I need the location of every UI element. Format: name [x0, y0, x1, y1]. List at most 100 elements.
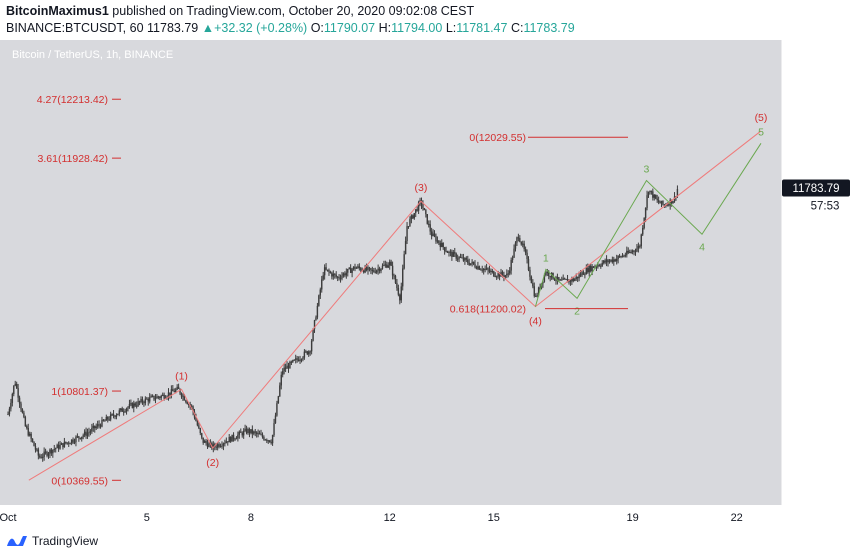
- candle-body: [380, 268, 382, 272]
- time-axis[interactable]: [0, 505, 782, 528]
- candle-body: [18, 397, 21, 404]
- candle-body: [192, 406, 194, 412]
- candle-body: [617, 256, 619, 259]
- candle-body: [167, 392, 170, 397]
- candle-body: [235, 438, 238, 440]
- candle-body: [195, 417, 197, 421]
- candle-body: [383, 265, 385, 267]
- candle-body: [69, 443, 71, 445]
- candle-body: [553, 278, 556, 281]
- candle-body: [373, 270, 375, 272]
- candle-body: [105, 416, 108, 421]
- candle-body: [406, 226, 408, 242]
- candle-body: [11, 393, 14, 403]
- price-axis[interactable]: [782, 40, 850, 505]
- plot-area[interactable]: [0, 40, 782, 505]
- candle-body: [510, 259, 512, 271]
- candle-body: [537, 287, 540, 296]
- candle-body: [659, 202, 661, 204]
- candle-body: [347, 268, 349, 273]
- time-tick-label: 12: [384, 512, 396, 524]
- candle-body: [185, 400, 187, 402]
- candle-body: [348, 267, 350, 269]
- candle-body: [135, 405, 138, 407]
- candle-body: [334, 273, 336, 275]
- candle-body: [370, 268, 372, 271]
- candle-body: [520, 241, 522, 245]
- candle-body: [55, 448, 57, 450]
- candle-body: [137, 401, 139, 406]
- tradingview-logo[interactable]: TradingView: [6, 534, 98, 548]
- price-change: +32.32 (+0.28%): [214, 21, 308, 35]
- price-tick-label: 11400.00: [790, 262, 835, 274]
- candle-body: [548, 271, 550, 277]
- fib-level-label: 0.618(11200.02): [450, 304, 526, 316]
- candle-body: [229, 436, 232, 442]
- candle-body: [459, 257, 462, 259]
- candle-body: [156, 396, 158, 399]
- candle-body: [122, 411, 125, 413]
- candle-body: [474, 263, 476, 268]
- close-value: 11783.79: [523, 21, 575, 35]
- major-wave-label: (2): [206, 457, 219, 469]
- minor-wave-label: 3: [644, 164, 650, 176]
- candle-body: [231, 434, 233, 442]
- candle-body: [354, 266, 356, 269]
- candle-body: [468, 262, 470, 265]
- candle-body: [76, 436, 79, 438]
- candle-body: [394, 275, 397, 283]
- minor-wave-path: [534, 143, 762, 307]
- author-name[interactable]: BitcoinMaximus1: [6, 4, 109, 18]
- candle-body: [413, 213, 415, 219]
- candle-body: [588, 265, 590, 273]
- candle-body: [257, 433, 259, 435]
- candle-body: [173, 391, 175, 393]
- candle-body: [112, 414, 115, 416]
- candle-body: [490, 270, 492, 272]
- candle-body: [610, 259, 612, 261]
- candle-body: [378, 268, 381, 272]
- candle-body: [81, 436, 83, 439]
- candle-body: [464, 258, 466, 261]
- candle-body: [118, 410, 121, 414]
- candle-body: [53, 448, 55, 450]
- fib-level-label: 4.27(12213.42): [37, 94, 108, 106]
- candle-body: [495, 276, 498, 278]
- candle-body: [360, 268, 362, 271]
- candle-body: [601, 262, 603, 266]
- candle-body: [286, 365, 288, 369]
- fib-levels-layer: 4.27(12213.42) 3.61(11928.42) 1(10801.37) 0…: [37, 94, 628, 487]
- candle-body: [254, 431, 256, 433]
- candle-body: [626, 250, 628, 256]
- candle-body: [487, 268, 489, 271]
- candle-body: [147, 398, 149, 402]
- candle-body: [198, 425, 200, 429]
- candle-body: [49, 449, 51, 454]
- candle-body: [600, 265, 602, 267]
- candle-body: [443, 247, 446, 251]
- candle-body: [159, 397, 161, 399]
- candle-body: [60, 443, 63, 445]
- candle-body: [650, 190, 653, 192]
- candle-body: [441, 242, 443, 247]
- candle-body: [643, 217, 645, 228]
- candle-body: [426, 214, 428, 224]
- candle-body: [160, 395, 162, 398]
- time-tick-label: 22: [731, 512, 743, 524]
- candle-body: [297, 359, 300, 361]
- candle-body: [309, 351, 311, 353]
- candle-body: [83, 431, 86, 436]
- candle-body: [607, 259, 609, 263]
- candle-body: [400, 286, 402, 301]
- candle-body: [63, 441, 66, 448]
- candle-body: [33, 441, 35, 447]
- candle-body: [238, 431, 241, 435]
- candle-body: [79, 437, 81, 439]
- candle-body: [10, 402, 12, 409]
- candle-body: [513, 248, 515, 258]
- candle-body: [503, 274, 505, 277]
- candle-body: [595, 266, 598, 268]
- candle-body: [42, 456, 44, 458]
- candle-body: [325, 267, 327, 270]
